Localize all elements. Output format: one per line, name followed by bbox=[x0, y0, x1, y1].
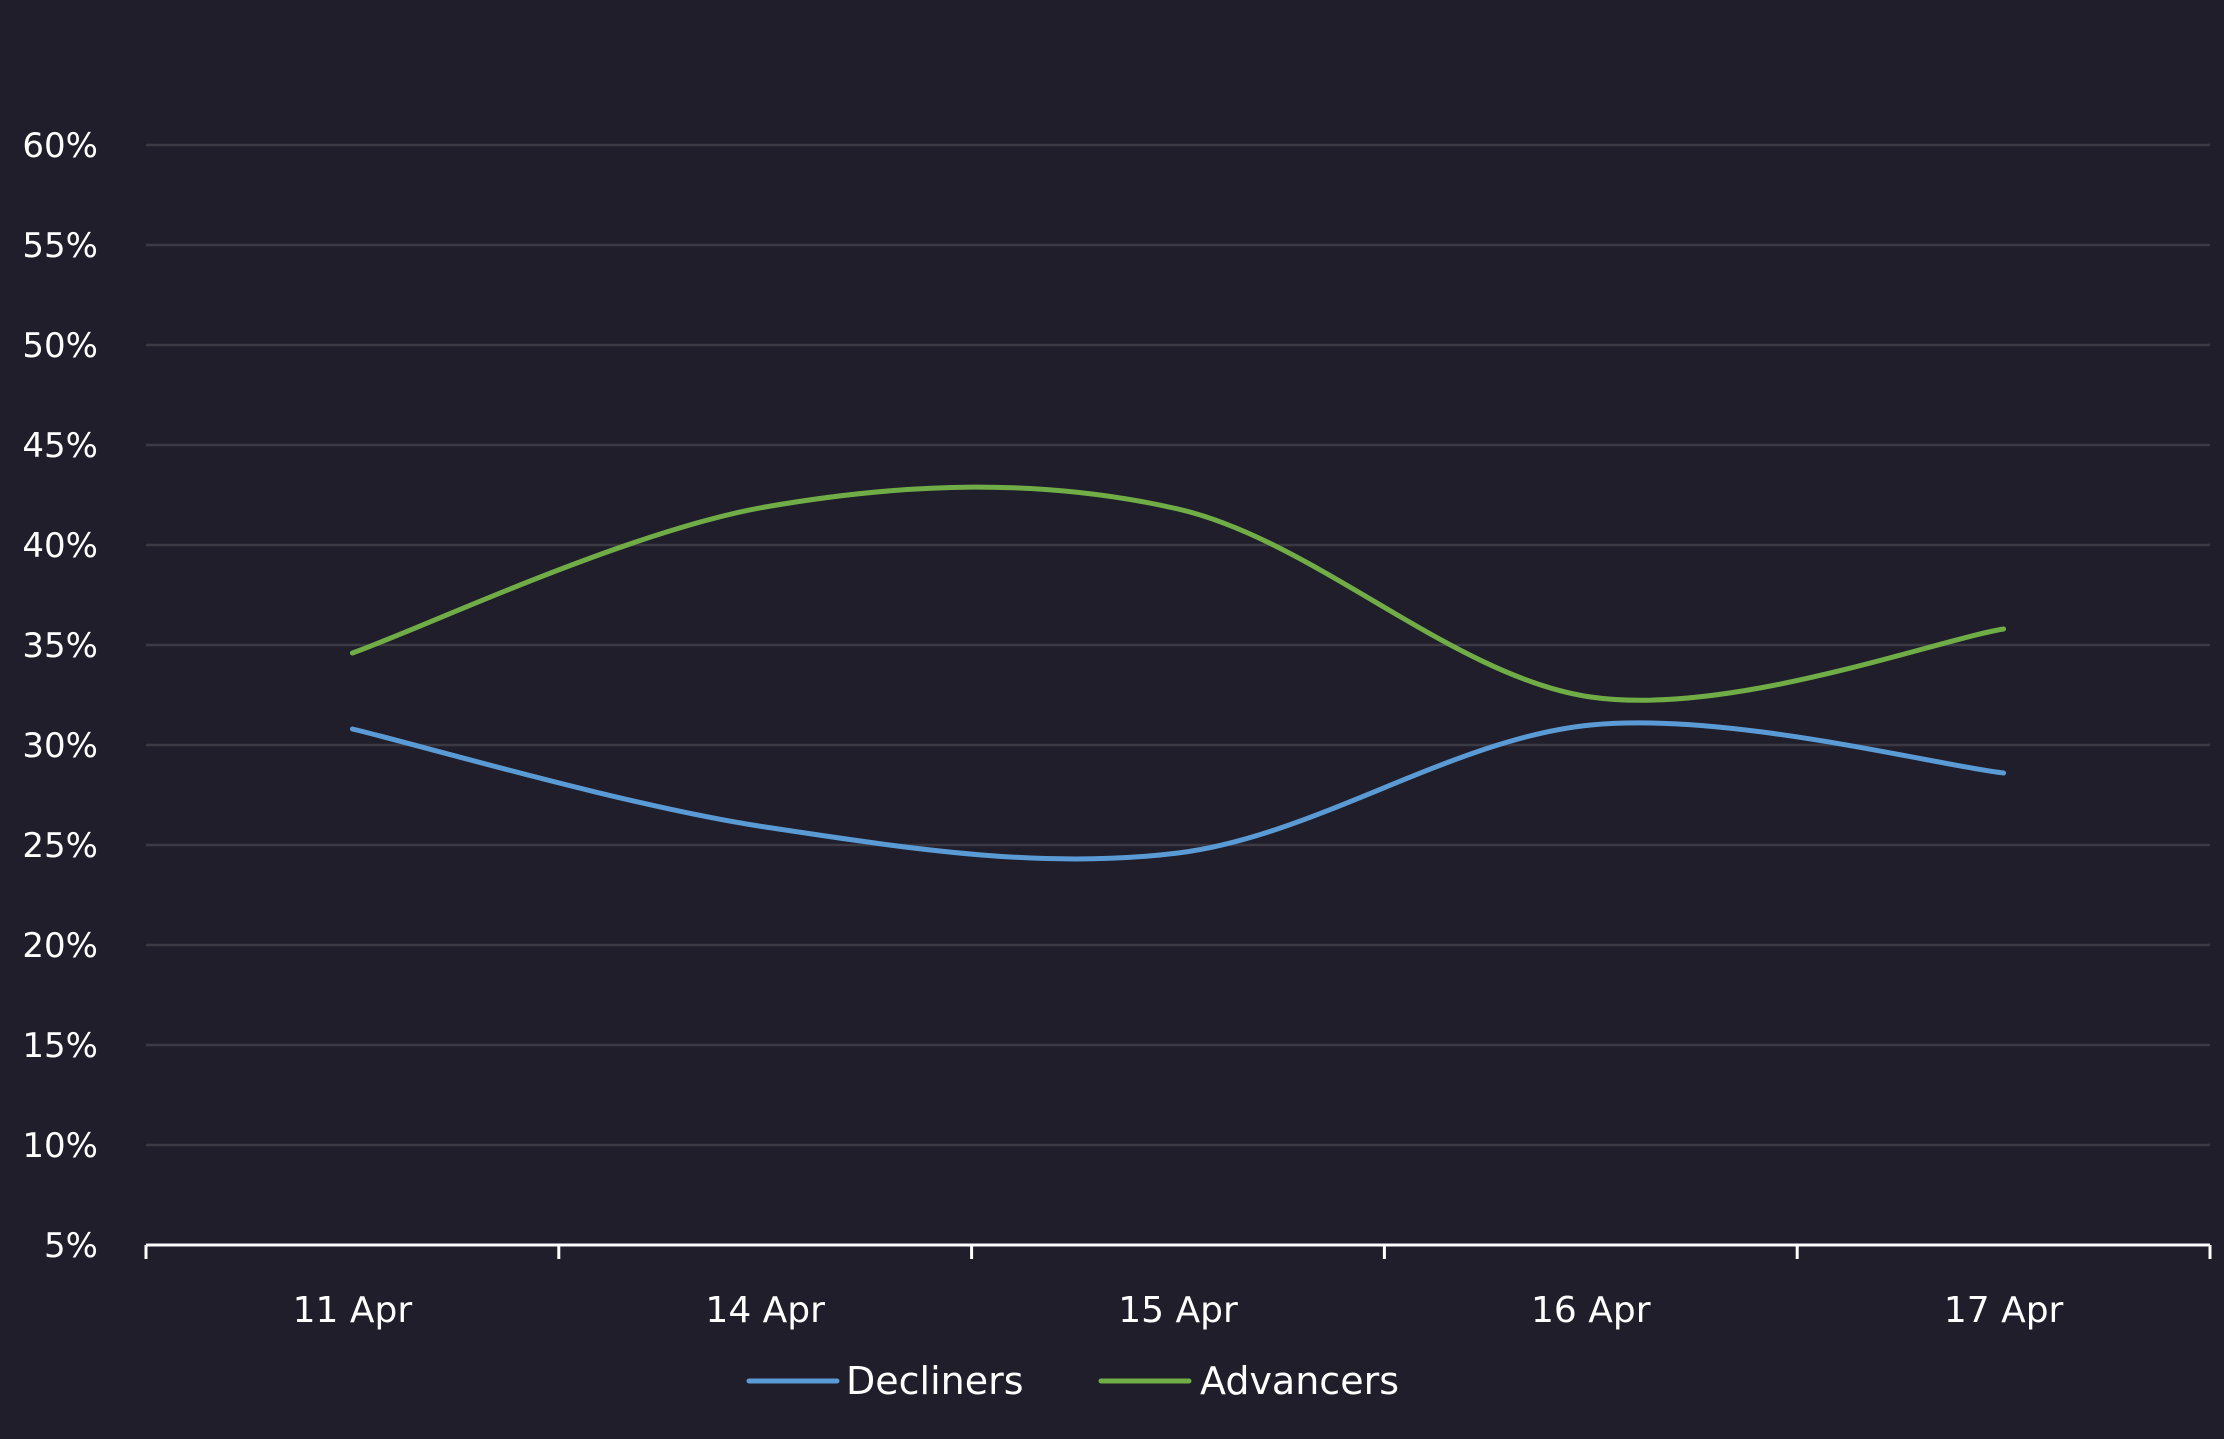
gridlines bbox=[146, 143, 2210, 1147]
series-line-advancers bbox=[349, 484, 2007, 703]
y-tick-label: 35% bbox=[22, 626, 98, 666]
y-axis: 5% 10% 15% 20% 25% 30% 35% 40% 45% 50% 55% 60% bbox=[22, 126, 98, 1266]
legend: Decliners Advancers bbox=[746, 1359, 1399, 1403]
y-tick-label: 30% bbox=[22, 726, 98, 766]
series-line-decliners bbox=[349, 720, 2007, 862]
y-tick-label: 50% bbox=[22, 326, 98, 366]
x-tick-label: 16 Apr bbox=[1531, 1290, 1651, 1331]
y-tick-label: 20% bbox=[22, 926, 98, 966]
y-tick-label: 25% bbox=[22, 826, 98, 866]
x-tick-label: 14 Apr bbox=[705, 1290, 825, 1331]
y-tick-label: 40% bbox=[22, 526, 98, 566]
y-tick-label: 55% bbox=[22, 226, 98, 266]
legend-label-advancers: Advancers bbox=[1200, 1359, 1399, 1403]
x-axis: 11 Apr 14 Apr 15 Apr 16 Apr 17 Apr bbox=[144, 1243, 2212, 1331]
y-tick-label: 60% bbox=[22, 126, 98, 166]
legend-label-decliners: Decliners bbox=[846, 1359, 1024, 1403]
y-tick-label: 5% bbox=[44, 1226, 98, 1266]
y-tick-label: 15% bbox=[22, 1026, 98, 1066]
x-tick-label: 15 Apr bbox=[1118, 1290, 1238, 1331]
y-tick-label: 10% bbox=[22, 1126, 98, 1166]
x-tick-label: 17 Apr bbox=[1944, 1290, 2064, 1331]
x-tick-label: 11 Apr bbox=[293, 1290, 413, 1331]
series-lines bbox=[349, 484, 2007, 862]
y-tick-label: 45% bbox=[22, 426, 98, 466]
